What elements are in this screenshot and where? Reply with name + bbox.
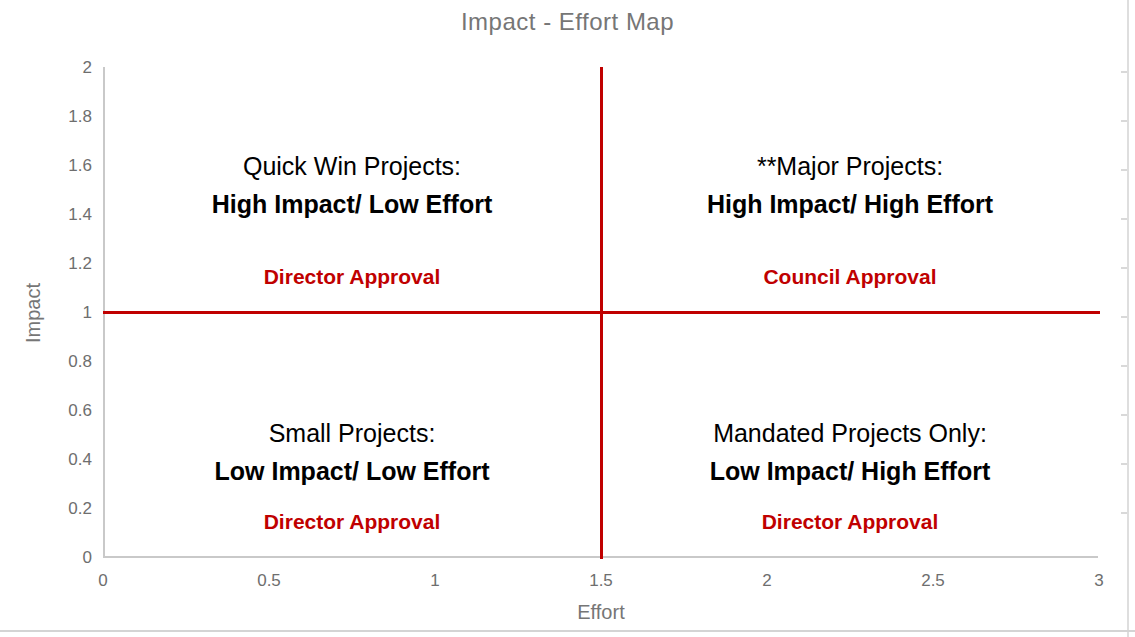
x-tick-label: 1 [395, 571, 475, 591]
quadrant-name: Mandated Projects Only: [601, 415, 1099, 452]
chart-title: Impact - Effort Map [0, 8, 1135, 36]
quadrant-approval: Council Approval [601, 265, 1099, 289]
chart-bottom-border [0, 630, 1135, 632]
y-tick-label: 0.8 [28, 352, 92, 372]
quadrant-top-right: **Major Projects: High Impact/ High Effo… [601, 148, 1099, 289]
quadrant-detail: Low Impact/ Low Effort [103, 452, 601, 490]
quadrant-detail: Low Impact/ High Effort [601, 452, 1099, 490]
y-tick-label: 1.2 [28, 254, 92, 274]
quadrant-bottom-right: Mandated Projects Only: Low Impact/ High… [601, 415, 1099, 534]
y-tick-label: 1.6 [28, 156, 92, 176]
y-tick-label: 1.4 [28, 205, 92, 225]
quadrant-detail: High Impact/ High Effort [601, 185, 1099, 223]
quadrant-name: Small Projects: [103, 415, 601, 452]
x-tick-label: 3 [1059, 571, 1135, 591]
quadrant-top-left: Quick Win Projects: High Impact/ Low Eff… [103, 148, 601, 289]
quadrant-approval: Director Approval [103, 265, 601, 289]
y-tick-label: 0 [28, 548, 92, 568]
quadrant-bottom-left: Small Projects: Low Impact/ Low Effort D… [103, 415, 601, 534]
x-axis-title: Effort [551, 601, 651, 624]
quadrant-name: **Major Projects: [601, 148, 1099, 185]
x-tick-label: 0 [63, 571, 143, 591]
quadrant-approval: Director Approval [601, 510, 1099, 534]
y-tick-label: 0.4 [28, 450, 92, 470]
secondary-axis-tick-marks [1121, 71, 1127, 561]
y-tick-label: 2 [28, 58, 92, 78]
x-tick-label: 1.5 [561, 571, 641, 591]
y-tick-label: 0.2 [28, 499, 92, 519]
quadrant-name: Quick Win Projects: [103, 148, 601, 185]
x-tick-label: 0.5 [229, 571, 309, 591]
x-tick-label: 2.5 [893, 571, 973, 591]
quadrant-approval: Director Approval [103, 510, 601, 534]
chart-right-border [1127, 0, 1129, 637]
x-tick-label: 2 [727, 571, 807, 591]
y-axis-title: Impact [22, 283, 45, 343]
impact-effort-map-chart: Impact - Effort Map 2 1.8 1.6 1.4 1.2 1 … [0, 0, 1135, 637]
y-tick-label: 1.8 [28, 107, 92, 127]
quadrant-detail: High Impact/ Low Effort [103, 185, 601, 223]
y-tick-label: 0.6 [28, 401, 92, 421]
